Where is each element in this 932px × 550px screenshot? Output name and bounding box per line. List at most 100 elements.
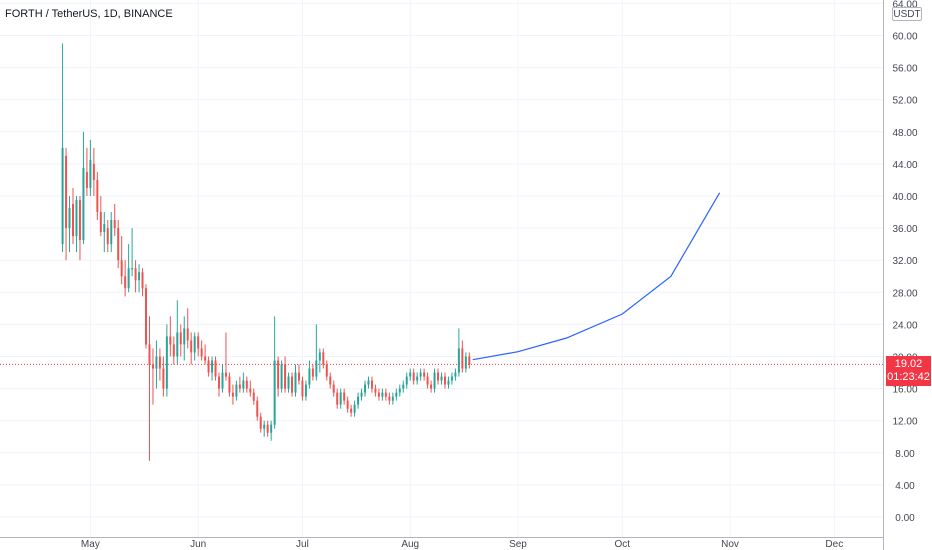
candle-body	[426, 376, 429, 385]
candle-body	[176, 332, 179, 357]
candle-body	[339, 392, 342, 405]
candle-body	[72, 204, 75, 237]
candle-body	[214, 360, 217, 377]
candle-body	[336, 392, 339, 405]
last-price-value: 19.02	[894, 358, 923, 370]
candle-body	[103, 224, 106, 233]
x-tick-label: Jul	[296, 539, 309, 550]
candle-body	[370, 380, 373, 389]
candle-body	[92, 163, 95, 180]
candle-body	[124, 276, 127, 289]
candle-body	[294, 372, 297, 393]
y-tick-label: 4.00	[895, 481, 915, 492]
candle-body	[85, 171, 88, 188]
candle-body	[249, 388, 252, 393]
y-tick-label: 32.00	[892, 256, 917, 267]
candle-body	[277, 360, 280, 389]
candle-body	[291, 376, 294, 393]
candle-body	[204, 356, 207, 361]
candle-body	[224, 372, 227, 377]
candle-body	[82, 167, 85, 241]
candle-body	[454, 372, 457, 377]
bar-countdown: 01:23:42	[887, 371, 930, 383]
y-tick-label: 64.00	[892, 0, 917, 10]
x-tick-label: Aug	[401, 539, 419, 550]
candle-body	[134, 268, 137, 281]
candle-body	[242, 380, 245, 389]
candle-body	[405, 376, 408, 385]
candle-body	[332, 384, 335, 393]
candle-body	[259, 416, 262, 429]
candle-body	[329, 376, 332, 385]
candle-body	[367, 380, 370, 385]
candle-body	[468, 356, 471, 365]
y-tick-label: 24.00	[892, 320, 917, 331]
candle-body	[61, 147, 64, 245]
x-tick-label: Sep	[509, 539, 527, 550]
candle-body	[287, 376, 290, 389]
candle-body	[353, 404, 356, 413]
candle-body	[113, 220, 116, 229]
candle-body	[409, 372, 412, 377]
candle-body	[447, 380, 450, 385]
candle-body	[231, 392, 234, 397]
candle-body	[273, 360, 276, 425]
candle-body	[464, 356, 467, 369]
candle-body	[443, 376, 446, 385]
candle-body	[437, 372, 440, 381]
candle-body	[398, 388, 401, 393]
candle-body	[117, 228, 120, 261]
candle-body	[200, 348, 203, 357]
candle-body	[346, 400, 349, 409]
candle-body	[440, 376, 443, 381]
y-tick-label: 40.00	[892, 192, 917, 203]
candle-body	[416, 376, 419, 381]
candle-body	[221, 372, 224, 389]
candle-body	[395, 392, 398, 397]
candle-body	[263, 424, 266, 429]
candle-body	[155, 356, 158, 369]
x-tick-label: May	[81, 539, 100, 550]
candle-body	[78, 200, 81, 241]
candle-body	[145, 288, 148, 345]
candle-body	[343, 392, 346, 401]
x-tick-label: Jun	[190, 539, 206, 550]
candle-body	[120, 260, 123, 277]
candle-body	[75, 200, 78, 237]
candle-body	[297, 372, 300, 381]
candle-body	[138, 272, 141, 281]
x-tick-label: Dec	[825, 539, 843, 550]
y-tick-label: 16.00	[892, 385, 917, 396]
candle-body	[193, 336, 196, 353]
y-tick-label: 0.00	[895, 513, 915, 524]
symbol-title: FORTH / TetherUS, 1D, BINANCE	[5, 8, 173, 20]
candle-body	[99, 212, 102, 233]
candle-body	[96, 179, 99, 213]
candle-body	[391, 396, 394, 401]
candle-body	[89, 159, 92, 188]
candle-body	[412, 372, 415, 381]
candle-body	[315, 360, 318, 377]
candle-body	[165, 336, 168, 389]
candle-body	[158, 356, 161, 369]
y-tick-label: 12.00	[892, 417, 917, 428]
y-tick-label: 48.00	[892, 128, 917, 139]
candle-body	[183, 328, 186, 345]
currency-unit-badge[interactable]: USDT	[892, 7, 922, 21]
candle-body	[381, 392, 384, 397]
candle-body	[384, 392, 387, 397]
candle-body	[141, 272, 144, 289]
candle-body	[423, 372, 426, 377]
candle-body	[256, 400, 259, 417]
candle-body	[357, 396, 360, 405]
candle-body	[377, 392, 380, 397]
candle-body	[131, 268, 134, 270]
candle-body	[430, 384, 433, 389]
candle-body	[457, 348, 460, 373]
candle-body	[238, 384, 241, 389]
projection-curve	[472, 192, 721, 361]
candle-body	[461, 348, 464, 369]
candle-body	[68, 208, 71, 229]
candle-body	[245, 380, 248, 389]
